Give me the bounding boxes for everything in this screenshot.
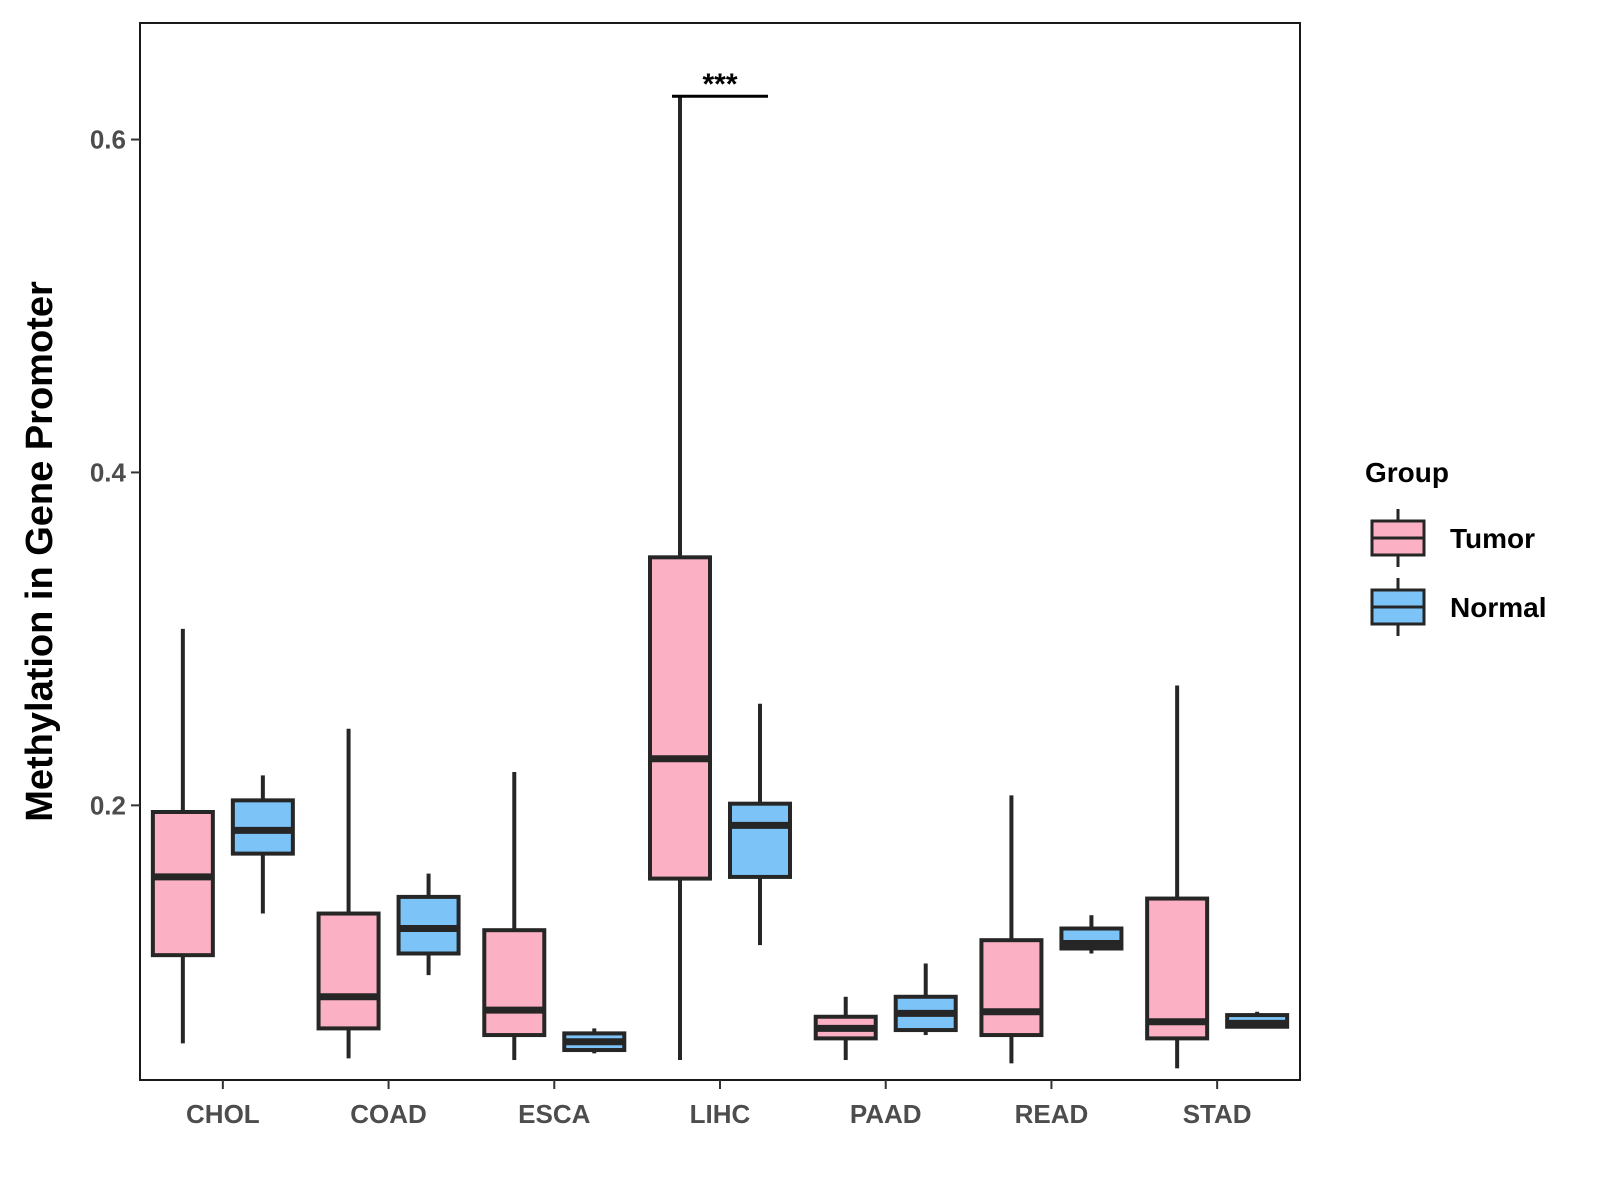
- box-body-tumor-esca: [482, 928, 547, 1038]
- axes: 0.2 0.4 0.6 CHOL COAD ESCA LIHC PAAD READ STAD Met…: [19, 22, 1301, 1129]
- box-normal-read: [1059, 915, 1124, 954]
- box-tumor-stad: [1145, 685, 1210, 1069]
- box-tumor-paad: [813, 996, 878, 1061]
- plot-area: ***: [150, 68, 1290, 1069]
- significance-label: ***: [702, 68, 737, 101]
- x-tick-label-lihc: LIHC: [690, 1099, 751, 1129]
- y-axis-title: Methylation in Gene Promoter: [19, 281, 61, 822]
- box-body-tumor-coad: [316, 911, 381, 1031]
- legend-label-tumor: Tumor: [1450, 523, 1535, 554]
- y-tick-label: 0.2: [90, 790, 126, 820]
- legend-item-normal: Normal: [1370, 578, 1546, 636]
- box-tumor-lihc: [648, 96, 712, 1061]
- box-body-tumor-chol: [150, 810, 215, 958]
- x-tick-label-read: READ: [1015, 1099, 1089, 1129]
- box-normal-stad: [1225, 1011, 1290, 1029]
- box-body-tumor-stad: [1145, 896, 1210, 1041]
- box-body-normal-lihc: [728, 801, 792, 879]
- box-normal-chol: [230, 775, 295, 914]
- legend-title: Group: [1365, 457, 1449, 488]
- box-normal-esca: [562, 1028, 627, 1054]
- y-tick-label: 0.6: [90, 125, 126, 155]
- box-body-tumor-lihc: [648, 555, 712, 881]
- legend-item-tumor: Tumor: [1370, 509, 1535, 567]
- legend-label-normal: Normal: [1450, 592, 1546, 623]
- box-normal-coad: [396, 873, 461, 976]
- box-tumor-coad: [316, 728, 381, 1059]
- x-tick-label-esca: ESCA: [518, 1099, 590, 1129]
- x-tick-label-paad: PAAD: [850, 1099, 922, 1129]
- x-tick-label-chol: CHOL: [186, 1099, 260, 1129]
- box-normal-paad: [893, 963, 958, 1036]
- box-normal-lihc: [728, 703, 792, 946]
- box-body-tumor-read: [979, 938, 1044, 1038]
- box-tumor-esca: [482, 772, 547, 1061]
- x-tick-label-coad: COAD: [350, 1099, 427, 1129]
- y-tick-label: 0.4: [90, 457, 127, 487]
- box-tumor-chol: [150, 628, 215, 1044]
- box-tumor-read: [979, 795, 1044, 1064]
- x-tick-label-stad: STAD: [1183, 1099, 1252, 1129]
- legend: Group Tumor Normal: [1365, 457, 1546, 636]
